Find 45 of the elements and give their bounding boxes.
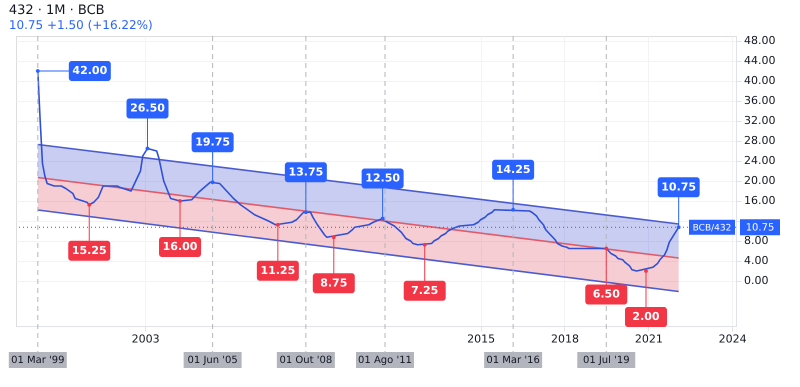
annotation: 14.25 <box>496 162 531 176</box>
y-tick-label: 44.00 <box>744 54 776 67</box>
chart-subtitle: 10.75 +1.50 (+16.22%) <box>8 18 153 32</box>
ref-line-label: 01 Mar '16 <box>486 355 540 366</box>
y-tick-label: 32.00 <box>744 114 776 127</box>
annotation: 19.75 <box>195 135 230 148</box>
point <box>676 225 681 230</box>
annotation: 8.75 <box>320 276 348 290</box>
annotation: 12.50 <box>365 172 400 184</box>
x-tick-label: 2024 <box>718 332 747 346</box>
annotation: 11.25 <box>260 264 296 277</box>
y-tick-label: 4.00 <box>744 254 768 267</box>
annotation: 6.50 <box>592 288 620 300</box>
ref-line-label: BCB/432 <box>692 223 732 234</box>
y-tick-label: 40.00 <box>744 74 776 87</box>
annotation: 7.25 <box>411 284 438 297</box>
x-tick-label: 2015 <box>467 332 496 346</box>
y-tick-label: 36.00 <box>744 94 776 107</box>
y-tick-label: 24.00 <box>744 154 776 167</box>
x-tick-label: 2018 <box>550 332 579 346</box>
annotation: 10.75 <box>661 180 696 194</box>
y-tick-label: 20.00 <box>744 174 776 187</box>
annotation: 26.50 <box>130 102 166 114</box>
annotation: 13.75 <box>288 165 324 178</box>
ref-line-label: 01 Jul '19 <box>582 355 630 366</box>
point <box>146 146 150 150</box>
y-tick-label: 28.00 <box>744 134 776 147</box>
ref-line-label: 01 Ago '11 <box>358 355 412 366</box>
chart-title: 432 · 1M · BCB <box>8 3 105 18</box>
point <box>380 216 384 220</box>
y-tick-label: 48.00 <box>744 34 776 47</box>
annotation: 16.00 <box>162 240 198 253</box>
x-tick-label: 2021 <box>634 332 663 346</box>
ref-line-label: 01 Jun '05 <box>188 355 238 366</box>
point <box>36 69 40 73</box>
y-tick-label: 0.00 <box>744 274 768 287</box>
annotation: 15.25 <box>72 244 107 257</box>
ref-line-label: 01 Mar '99 <box>11 355 65 366</box>
y-tick-label: 8.00 <box>744 234 768 247</box>
annotation: 42.00 <box>72 64 108 77</box>
y-tick-label: 16.00 <box>744 194 776 207</box>
annotation: 2.00 <box>632 310 660 323</box>
text: 10.75 <box>746 222 774 234</box>
x-tick-label: 2003 <box>132 332 160 346</box>
ref-line-label: 01 Out '08 <box>280 355 332 366</box>
